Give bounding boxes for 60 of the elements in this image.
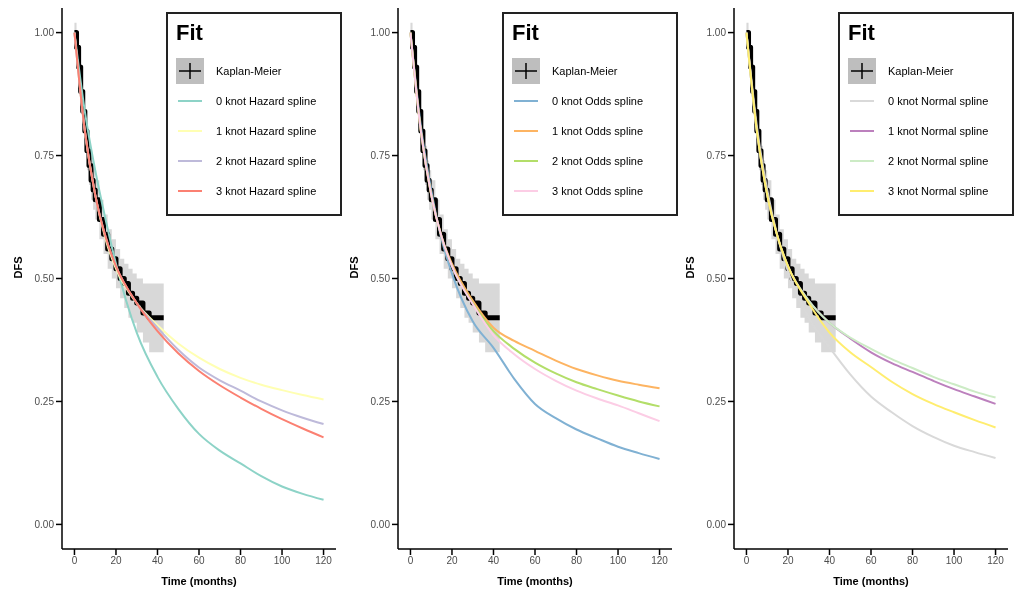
y-tick-label: 0.50 (706, 273, 727, 285)
legend-label: 1 knot Odds spline (552, 125, 644, 137)
x-tick-label: 120 (651, 555, 669, 567)
y-tick-label: 0.50 (370, 273, 391, 285)
y-tick-label: 0.75 (370, 150, 391, 162)
x-tick-label: 40 (151, 555, 164, 567)
x-tick-label: 40 (487, 555, 500, 567)
legend-label: 2 knot Hazard spline (216, 155, 317, 167)
legend-label: 1 knot Normal spline (888, 125, 989, 137)
legend-label: 3 knot Normal spline (888, 185, 989, 197)
x-tick-label: 80 (570, 555, 583, 567)
legend-label: Kaplan-Meier (552, 65, 618, 77)
x-tick-label: 100 (945, 555, 963, 567)
y-tick-label: 1.00 (706, 27, 727, 39)
legend-label: Kaplan-Meier (216, 65, 282, 77)
y-tick-label: 1.00 (34, 27, 55, 39)
x-tick-label: 20 (446, 555, 458, 567)
x-tick-label: 40 (823, 555, 836, 567)
x-tick-label: 20 (110, 555, 122, 567)
x-tick-label: 80 (906, 555, 919, 567)
legend-label: 2 knot Normal spline (888, 155, 989, 167)
legend-label: 3 knot Odds spline (552, 185, 644, 197)
y-tick-label: 0.00 (706, 518, 727, 530)
legend-label: Kaplan-Meier (888, 65, 954, 77)
y-tick-label: 0.50 (34, 273, 55, 285)
x-tick-label: 0 (407, 555, 414, 567)
legend-label: 1 knot Hazard spline (216, 125, 317, 137)
x-tick-label: 100 (609, 555, 627, 567)
y-tick-label: 0.75 (34, 150, 55, 162)
x-tick-label: 60 (529, 555, 541, 567)
legend-label: 2 knot Odds spline (552, 155, 644, 167)
legend-title: Fit (176, 20, 204, 46)
y-axis-title: DFS (683, 256, 696, 279)
x-axis-title: Time (months) (833, 575, 910, 587)
y-tick-label: 0.25 (706, 396, 727, 407)
y-axis-title: DFS (347, 256, 360, 279)
legend-label: 0 knot Hazard spline (216, 95, 317, 107)
legend-label: 3 knot Hazard spline (216, 185, 317, 197)
x-axis-title: Time (months) (497, 575, 574, 587)
legend-title: Fit (512, 20, 540, 46)
y-tick-label: 0.25 (370, 396, 391, 407)
x-tick-label: 0 (743, 555, 750, 567)
x-tick-label: 120 (987, 555, 1005, 567)
y-axis-title: DFS (11, 256, 24, 279)
y-tick-label: 0.75 (706, 150, 727, 162)
y-tick-label: 0.25 (34, 396, 55, 407)
x-tick-label: 100 (273, 555, 291, 567)
x-axis-title: Time (months) (161, 575, 238, 587)
y-tick-label: 1.00 (370, 27, 391, 39)
y-tick-label: 0.00 (34, 518, 55, 530)
x-tick-label: 120 (315, 555, 333, 567)
x-tick-label: 0 (71, 555, 78, 567)
legend-label: 0 knot Normal spline (888, 95, 989, 107)
x-tick-label: 60 (193, 555, 205, 567)
x-tick-label: 80 (234, 555, 247, 567)
y-tick-label: 0.00 (370, 518, 391, 530)
legend-title: Fit (848, 20, 876, 46)
legend-label: 0 knot Odds spline (552, 95, 644, 107)
x-tick-label: 60 (865, 555, 877, 567)
x-tick-label: 20 (782, 555, 794, 567)
